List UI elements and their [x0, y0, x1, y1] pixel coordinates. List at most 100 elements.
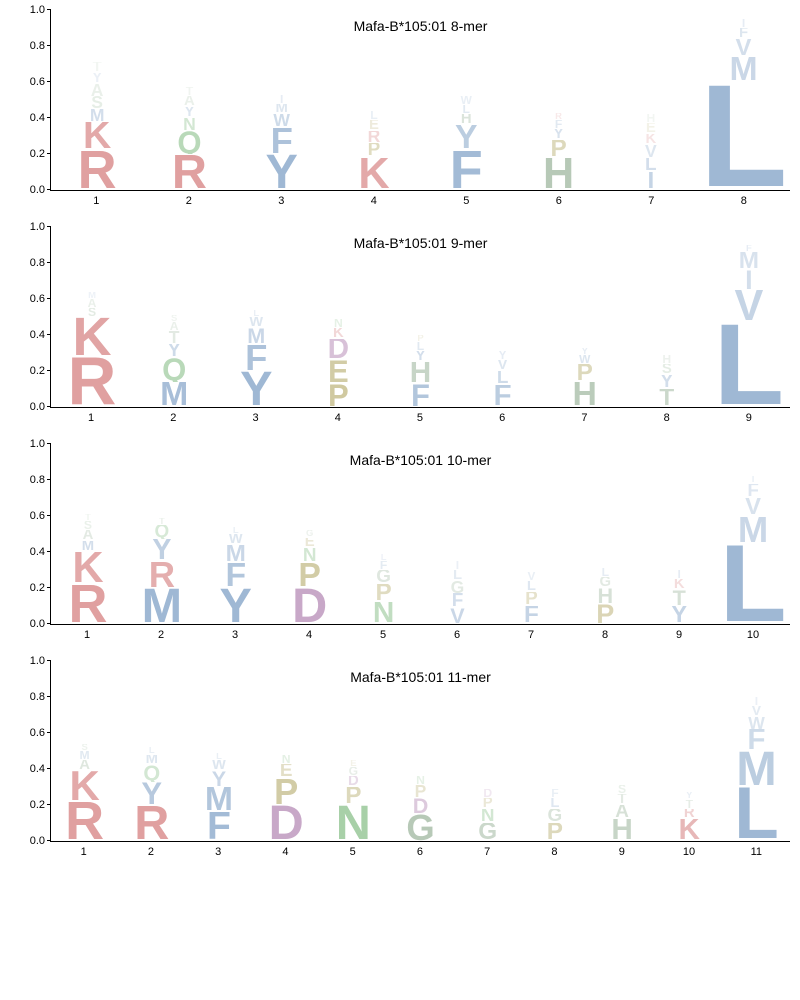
- logo-letter: Y: [628, 375, 706, 389]
- logo-letter: D: [322, 776, 385, 787]
- logo-letter: Q: [120, 765, 183, 781]
- position-column: VFGLI: [421, 444, 495, 624]
- xtick-label: 2: [117, 842, 184, 858]
- columns: RKMASTMRYQTYFMWLDPNEGNPGFLVFGLIFPLVPHGLY…: [51, 444, 790, 624]
- position-column: GNPD: [454, 661, 521, 841]
- logo-letter: L: [710, 322, 788, 407]
- logo-letter: N: [456, 809, 519, 823]
- logo-letter: L: [523, 798, 586, 809]
- logo-letter: H: [546, 382, 624, 407]
- logo-letter: E: [275, 538, 345, 549]
- logo-letter: L: [330, 111, 418, 120]
- logo-letter: I: [238, 95, 326, 104]
- xtick-label: 3: [235, 191, 328, 207]
- ytick-label: 0.6: [30, 76, 45, 88]
- logo-letter: V: [607, 145, 695, 158]
- logo-letter: Y: [120, 782, 183, 805]
- logo-letter: M: [53, 292, 131, 299]
- logo-letter: R: [127, 561, 197, 588]
- ytick-label: 0.8: [30, 40, 45, 52]
- logo-letter: Q: [127, 525, 197, 539]
- logo-letter: A: [135, 322, 213, 331]
- logo-letter: L: [201, 527, 271, 534]
- logo-letter: K: [607, 134, 695, 145]
- logo-letter: L: [217, 310, 295, 317]
- logo-letter: W: [725, 717, 788, 730]
- logo-letter: T: [658, 800, 721, 809]
- xtick-label: 6: [513, 191, 606, 207]
- logo-letter: K: [644, 579, 714, 590]
- logo-letter: L: [718, 543, 788, 624]
- x-axis: 12345678910: [50, 625, 790, 641]
- logo-letter: R: [53, 584, 123, 624]
- logo-letter: P: [546, 364, 624, 382]
- logo-letter: F: [423, 593, 493, 607]
- xtick-label: 3: [185, 842, 252, 858]
- xtick-label: 7: [543, 408, 625, 424]
- logo-letter: Y: [145, 107, 233, 118]
- position-column: RKSAM: [51, 227, 133, 407]
- logo-letter: P: [570, 604, 640, 624]
- logo-letter: K: [53, 317, 131, 357]
- x-axis: 12345678: [50, 191, 790, 207]
- logo-letter: R: [514, 113, 602, 120]
- logo-letter: L: [607, 158, 695, 172]
- position-column: KRTY: [656, 661, 723, 841]
- logo-letter: F: [217, 344, 295, 371]
- logo-letter: S: [53, 744, 116, 751]
- ytick-label: 0.0: [30, 401, 45, 413]
- logo-letter: W: [238, 114, 326, 127]
- logo-letter: L: [381, 342, 459, 351]
- logo-letter: Y: [464, 351, 542, 360]
- logo-letter: H: [591, 819, 654, 841]
- xtick-label: 9: [588, 842, 655, 858]
- logo-letter: M: [120, 755, 183, 766]
- y-axis: 0.00.20.40.60.81.0: [10, 444, 50, 624]
- ytick-label: 0.2: [30, 148, 45, 160]
- y-axis: 0.00.20.40.60.81.0: [10, 10, 50, 190]
- panel-title: Mafa-B*105:01 9-mer: [354, 235, 488, 251]
- logo-letter: G: [275, 530, 345, 537]
- logo-letter: R: [53, 150, 141, 190]
- logo-letter: N: [322, 805, 385, 841]
- logo-letter: W: [546, 355, 624, 364]
- ytick-label: 0.0: [30, 184, 45, 196]
- logo-letter: P: [275, 563, 345, 588]
- logo-letter: S: [591, 785, 654, 794]
- position-column: DPNEG: [273, 444, 347, 624]
- logo-letter: P: [456, 798, 519, 809]
- logo-letter: K: [53, 552, 123, 584]
- logo-letter: P: [514, 140, 602, 158]
- ytick-label: 0.8: [30, 474, 45, 486]
- xtick-label: 1: [50, 842, 117, 858]
- xtick-label: 4: [328, 191, 421, 207]
- xtick-label: 2: [124, 625, 198, 641]
- logo-letter: T: [127, 518, 197, 525]
- position-column: FYHLW: [420, 10, 512, 190]
- position-column: YFMWL: [215, 227, 297, 407]
- logo-letter: A: [53, 299, 131, 308]
- logo-letter: F: [238, 127, 326, 154]
- xtick-label: 5: [379, 408, 461, 424]
- logo-letter: M: [201, 545, 271, 563]
- xtick-label: 8: [698, 191, 791, 207]
- position-column: RYQML: [118, 661, 185, 841]
- logo-letter: R: [145, 154, 233, 190]
- ytick-label: 1.0: [30, 438, 45, 450]
- logo-letter: F: [496, 606, 566, 624]
- xtick-label: 9: [642, 625, 716, 641]
- logo-letter: F: [523, 789, 586, 798]
- position-column: RKAMS: [51, 661, 118, 841]
- logo-letter: L: [120, 747, 183, 754]
- logo-letter: Y: [217, 371, 295, 407]
- logo-letter: I: [423, 561, 493, 570]
- xtick-label: 10: [655, 842, 722, 858]
- logo-letter: D: [255, 805, 318, 841]
- position-column: FHYLP: [379, 227, 461, 407]
- logo-letter: E: [607, 123, 695, 134]
- ytick-label: 0.2: [30, 582, 45, 594]
- logo-letter: T: [145, 87, 233, 96]
- logo-letter: G: [423, 581, 493, 594]
- logo-letter: T: [53, 62, 141, 73]
- ytick-label: 0.4: [30, 112, 45, 124]
